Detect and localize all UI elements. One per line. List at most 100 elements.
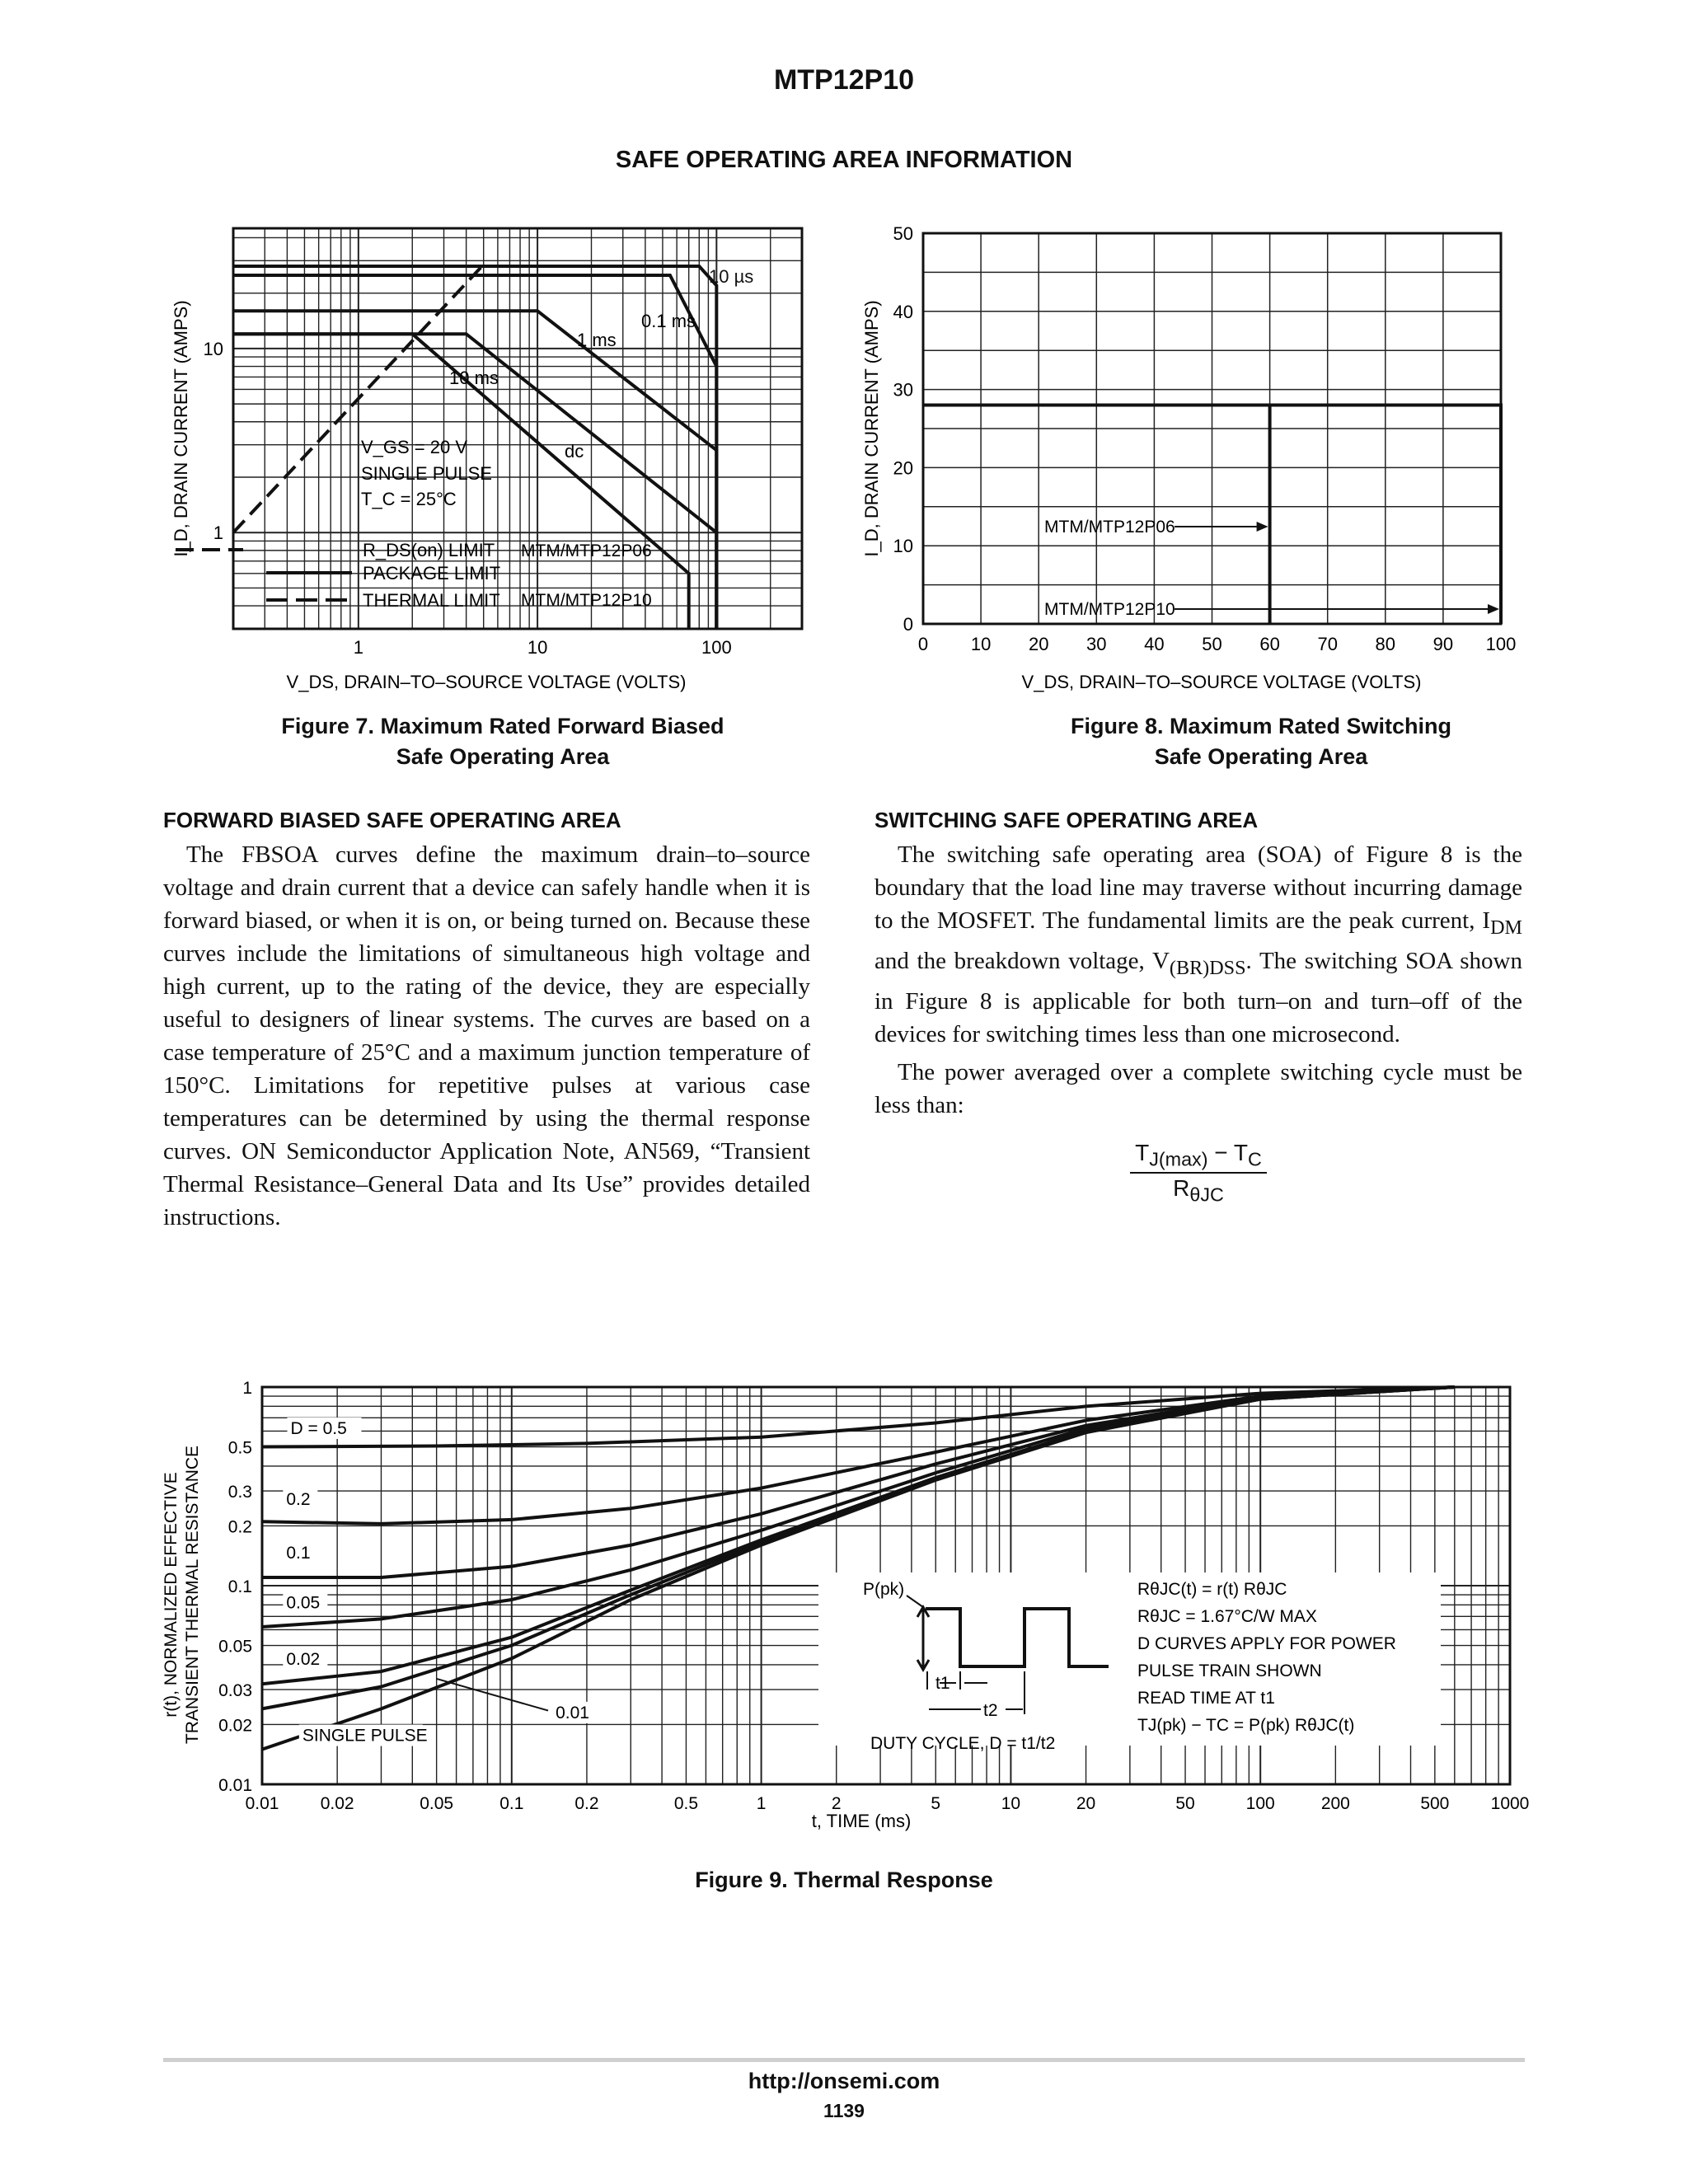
- fig9-curve-label-0: D = 0.5: [291, 1419, 347, 1438]
- fig9-ytick: 0.3: [228, 1483, 252, 1502]
- fig7-legend-thermal: THERMAL LIMIT: [363, 590, 500, 611]
- fig9-xtick: 20: [1076, 1794, 1095, 1813]
- fig7-legend-package: PACKAGE LIMIT: [363, 563, 500, 583]
- footer-url[interactable]: http://onsemi.com: [748, 2069, 940, 2093]
- fig9-label-bg: [283, 1647, 328, 1670]
- fig9-xtick: 0.5: [674, 1794, 698, 1813]
- ssoa-paragraph-2: The power averaged over a complete switc…: [874, 1058, 1522, 1118]
- fig7-device-label-p06: MTM/MTP12P06: [521, 541, 652, 560]
- fig9-label-bg: [287, 1418, 362, 1440]
- fig9-curve-label-4: 0.02: [286, 1650, 320, 1669]
- fig9-xtick: 0.1: [499, 1794, 523, 1813]
- fig8-label-p10: MTM/MTP12P10: [1044, 600, 1175, 619]
- fig9-xtick: 5: [931, 1794, 940, 1813]
- fig9-y-axis-label-1: r(t), NORMALIZED EFFECTIVE: [162, 1472, 181, 1718]
- fig7-label-1ms: 1 ms: [577, 330, 617, 350]
- fig7-ytick: 10: [204, 339, 223, 359]
- fig8-y-axis-label: I_D, DRAIN CURRENT (AMPS): [861, 300, 882, 556]
- fig9-xtick: 0.01: [246, 1794, 279, 1813]
- fig8-ytick: 10: [893, 536, 913, 556]
- fig9-label-bg: [552, 1701, 598, 1723]
- fig7-y-axis-label: I_D, DRAIN CURRENT (AMPS): [171, 300, 191, 556]
- fig9-note-5: READ TIME AT t1: [1137, 1689, 1275, 1708]
- fig9-xtick: 500: [1420, 1794, 1449, 1813]
- fig9-curve-label-3: 0.05: [286, 1593, 320, 1612]
- fig8-ytick: 20: [893, 457, 913, 478]
- fig9-ytick: 0.05: [218, 1638, 252, 1657]
- formula-numerator: TJ(max) − TC: [1130, 1140, 1267, 1174]
- fbsoa-paragraph: The FBSOA curves define the maximum drai…: [163, 841, 810, 1230]
- fig9-curve-6: [261, 1385, 1455, 1751]
- fig8-curve-1: [923, 403, 1503, 624]
- ssoa-heading: SWITCHING SAFE OPERATING AREA: [874, 808, 1259, 832]
- fig9-y-axis-label-2: TRANSIENT THERMAL RESISTANCE: [183, 1446, 202, 1744]
- fig8-xtick: 70: [1317, 634, 1337, 654]
- fig8-ytick: 0: [903, 614, 913, 635]
- fig7-annotation-pulse: SINGLE PULSE: [361, 463, 492, 484]
- section-title: SAFE OPERATING AREA INFORMATION: [615, 147, 1073, 173]
- fig9-curves: [261, 1385, 1455, 1751]
- fig9-xtick: 0.2: [574, 1794, 598, 1813]
- fig8-ytick: 30: [893, 380, 913, 401]
- fbsoa-heading: FORWARD BIASED SAFE OPERATING AREA: [163, 808, 621, 832]
- fig7-frame: [232, 227, 804, 630]
- fig9-xtick: 0.02: [321, 1794, 354, 1813]
- fig7-annotation-tc: T_C = 25°C: [361, 489, 457, 509]
- fig9-label-bg: [283, 1591, 328, 1614]
- fig9-curve-1: [261, 1385, 1455, 1526]
- fig7-curve-5: [233, 332, 691, 629]
- fig9-note-6: TJ(pk) − TC = P(pk) RθJC(t): [1137, 1716, 1354, 1735]
- fig9-curve-label-6: SINGLE PULSE: [302, 1727, 428, 1746]
- fig8-xtick: 90: [1433, 634, 1453, 654]
- fig7-xtick: 100: [701, 637, 732, 658]
- fig9-inset-duty: DUTY CYCLE, D = t1/t2: [870, 1734, 1055, 1753]
- fig9-label-bg: [283, 1542, 318, 1564]
- fig7-curves: [232, 265, 719, 629]
- fig9-ytick: 0.01: [218, 1776, 252, 1795]
- fig8-caption: Figure 8. Maximum Rated Switching Safe O…: [931, 711, 1591, 772]
- fig9-ytick: 0.2: [228, 1517, 252, 1536]
- fig9-curve-labels: D = 0.5 0.2 0.1 0.05 0.02 0.01 SINGLE PULSE: [283, 1418, 598, 1746]
- fig7-label-01ms: 0.1 ms: [641, 311, 696, 331]
- fig7-caption: Figure 7. Maximum Rated Forward Biased S…: [173, 711, 832, 772]
- fig9-ytick: 0.5: [228, 1439, 252, 1458]
- fig8-ticks: 0 10 20 30 40 50 60 70 80 90 100 0 10 20 30 40 50: [893, 223, 1517, 654]
- fig9-xtick: 50: [1175, 1794, 1194, 1813]
- fig9-xtick: 1000: [1491, 1794, 1530, 1813]
- footer-divider: [163, 2058, 1525, 2062]
- fig9-pointer-001: [436, 1677, 549, 1712]
- fig7-legend: R_DS(on) LIMIT PACKAGE LIMIT THERMAL LIM…: [176, 540, 652, 611]
- page-title: MTP12P10: [773, 64, 915, 96]
- ssoa-section: SWITCHING SAFE OPERATING AREA The switch…: [874, 808, 1522, 1207]
- fig8-xtick: 60: [1259, 634, 1279, 654]
- fig9-note-2: RθJC = 1.67°C/W MAX: [1137, 1607, 1317, 1626]
- fig9-ytick: 0.02: [218, 1716, 252, 1735]
- fig9-notes: RθJC(t) = r(t) RθJC RθJC = 1.67°C/W MAX …: [1137, 1580, 1396, 1735]
- fig8-xtick: 100: [1486, 634, 1517, 654]
- fig9-curve-2: [262, 1385, 1455, 1579]
- fig9-ytick: 0.03: [218, 1681, 252, 1700]
- fig8-xtick: 30: [1086, 634, 1106, 654]
- fig8-caption-line2: Safe Operating Area: [1154, 744, 1368, 769]
- fig9-xtick: 100: [1246, 1794, 1275, 1813]
- fig7-limit-labels: 10 µs 0.1 ms 1 ms 10 ms dc: [449, 266, 753, 462]
- fig7-label-10us: 10 µs: [709, 266, 753, 287]
- fig7-chart: 1 10 100 1 10 I_D, DRAIN CURRENT (AMPS) V_DS…: [171, 227, 804, 692]
- formula-denominator: RθJC: [1173, 1175, 1224, 1206]
- fig8-xtick: 80: [1376, 634, 1395, 654]
- fig8-xtick: 0: [918, 634, 928, 654]
- fig7-ticks: 1 10 100 1 10: [204, 339, 732, 658]
- fig8-ytick: 40: [893, 302, 913, 322]
- fig7-ytick: 1: [213, 523, 223, 543]
- fig9-caption: Figure 9. Thermal Response: [695, 1868, 993, 1892]
- fig9-note-4: PULSE TRAIN SHOWN: [1137, 1661, 1322, 1680]
- fig9-label-bg: [283, 1488, 318, 1511]
- fig9-inset-t1: t1: [935, 1674, 950, 1693]
- fig9-curve-0: [261, 1385, 1455, 1449]
- fig8-label-p06: MTM/MTP12P06: [1044, 518, 1175, 537]
- fig8-ytick: 50: [893, 223, 913, 244]
- fig8-curves: [923, 403, 1503, 624]
- fig7-label-dc: dc: [565, 441, 584, 462]
- fig9-xtick: 0.05: [420, 1794, 453, 1813]
- fig8-chart: 0 10 20 30 40 50 60 70 80 90 100 0 10 20 30 40 50 I_D, D…: [861, 223, 1517, 692]
